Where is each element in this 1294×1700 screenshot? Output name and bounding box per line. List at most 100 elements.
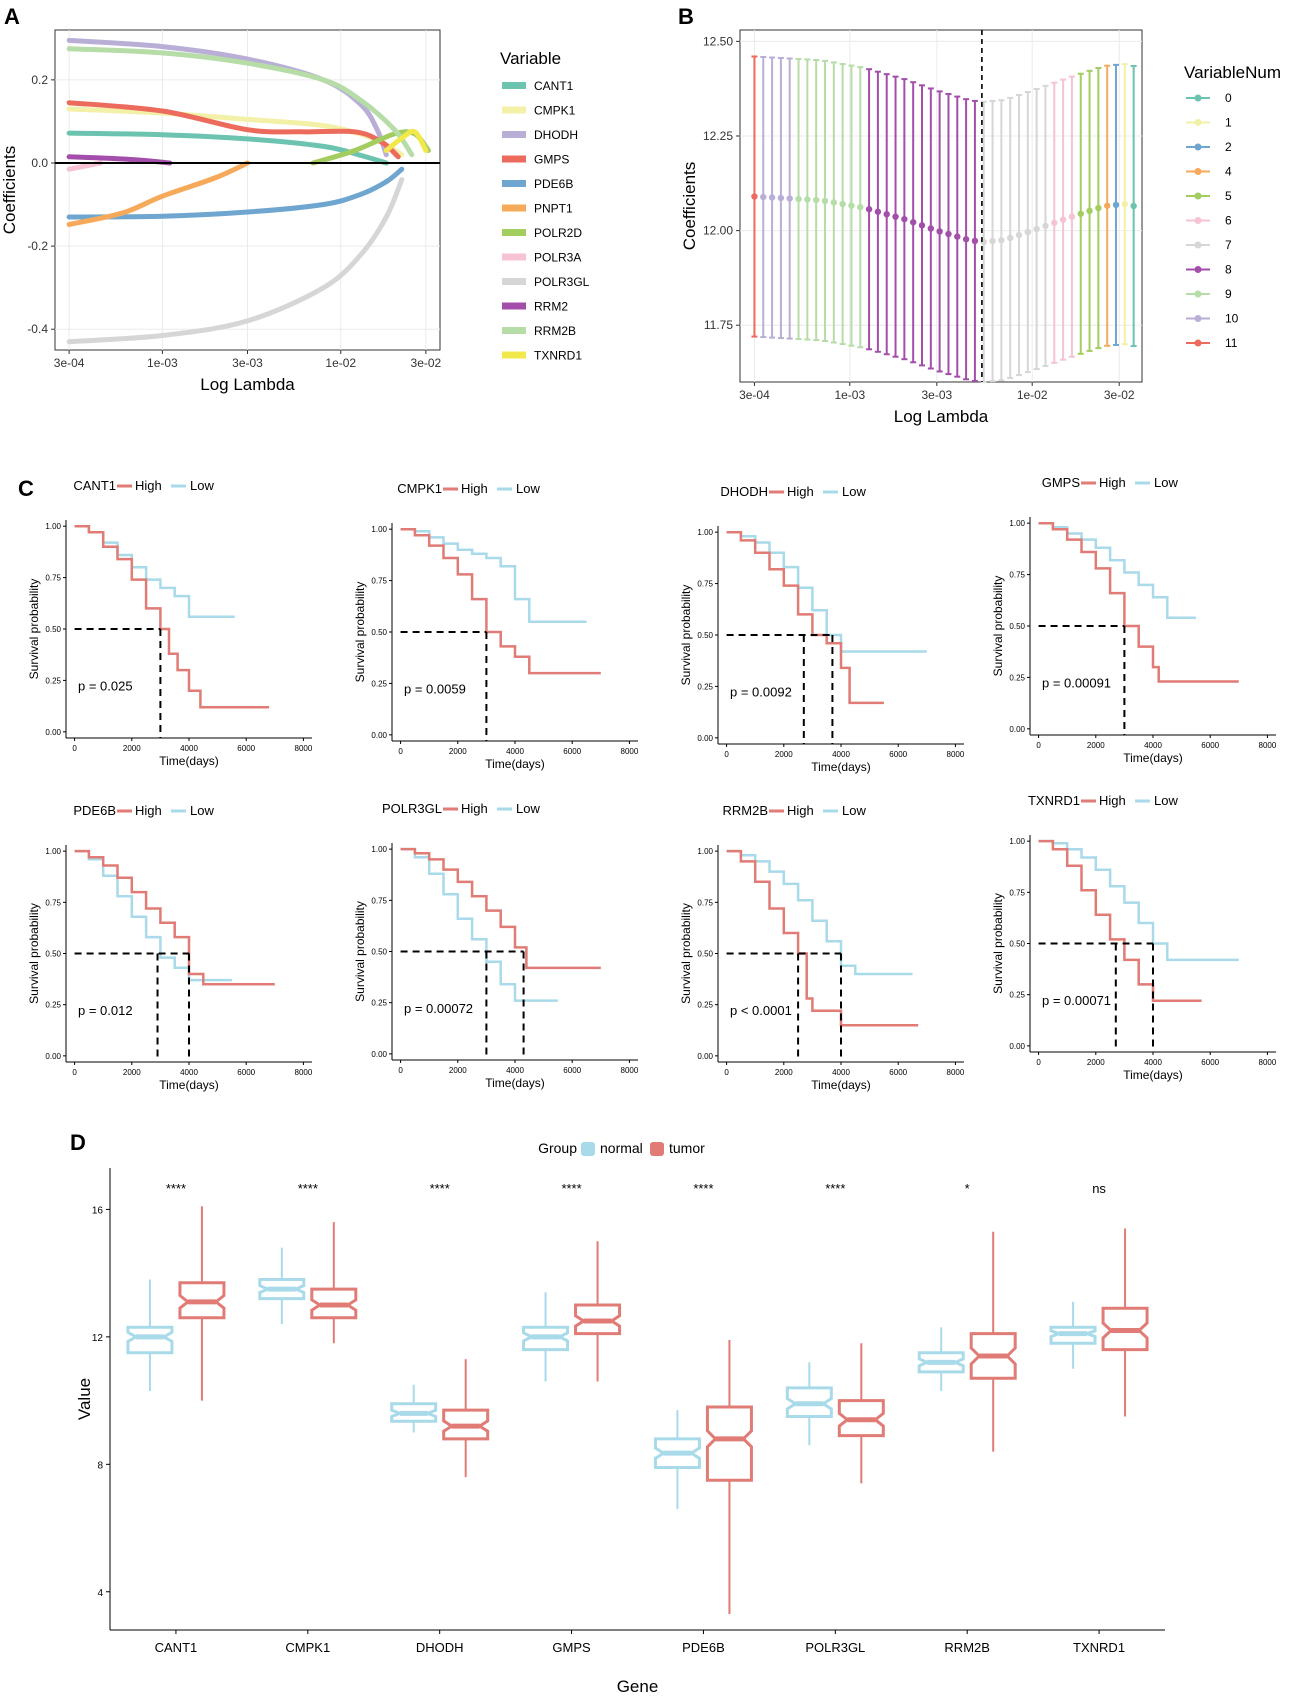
km-plot-cmpk1: 0 2000 4000 6000 8000 1.00 0.75 0.50 0.25 0.00 p =…	[353, 481, 639, 771]
km-plot-dhodh: 0 2000 4000 6000 8000 1.00 0.75 0.50 0.25 0.00 p =…	[679, 484, 965, 774]
y-tick-label: 0.75	[697, 580, 713, 589]
legend-label: 8	[1225, 263, 1232, 277]
legend-gene: CANT1	[73, 478, 116, 493]
x-tick-label: POLR3GL	[805, 1640, 865, 1655]
x-axis-label: Time(days)	[485, 757, 545, 771]
cv-mean-point	[865, 206, 873, 213]
cv-mean-point	[1033, 225, 1040, 233]
p-value: p = 0.012	[78, 1003, 133, 1018]
legend-label-high: High	[1099, 475, 1126, 490]
cv-mean-point	[1112, 201, 1120, 209]
coef-path-pnpt1	[66, 160, 250, 227]
cv-mean-point	[1077, 210, 1084, 217]
y-tick-label: 1.00	[697, 528, 713, 537]
legend-label: POLR3GL	[534, 275, 590, 289]
cv-mean-point	[874, 208, 882, 215]
y-tick-label: 0.00	[1009, 1042, 1025, 1051]
x-tick-label: 2000	[449, 747, 467, 756]
y-axis-label: Survival probability	[353, 901, 367, 1002]
x-tick-label: 4000	[1144, 1058, 1162, 1067]
legend-label: 10	[1225, 312, 1239, 326]
y-tick-label: 0.50	[1009, 940, 1025, 949]
x-axis-label: Time(days)	[485, 1076, 545, 1090]
legend-key-point	[1194, 290, 1202, 298]
cv-mean-point	[857, 203, 864, 211]
cv-mean-point	[812, 196, 820, 204]
y-tick-label: 0.50	[1009, 622, 1025, 631]
x-tick-label: 2000	[775, 1068, 793, 1077]
tumor-box	[705, 1405, 753, 1482]
y-tick-label: 0.75	[45, 574, 61, 583]
significance-label: ****	[298, 1181, 318, 1196]
x-tick-label: 4000	[180, 1068, 198, 1077]
survival-curve-high	[1038, 521, 1239, 683]
y-tick-label: 0.00	[371, 731, 387, 740]
cv-mean-point	[1059, 216, 1067, 223]
legend-key-normal	[581, 1142, 595, 1156]
box-group-txnrd1: TXNRD1 ns	[1049, 1181, 1149, 1655]
legend-label-low: Low	[842, 484, 866, 499]
x-tick-label: 8000	[621, 747, 639, 756]
y-axis-label: Survival probability	[679, 903, 693, 1004]
y-tick-label: 0.00	[45, 728, 61, 737]
legend-label: 0	[1225, 91, 1232, 105]
legend-label-low: Low	[1154, 793, 1178, 808]
y-tick-label: 0.25	[45, 676, 61, 685]
y-axis-label: Survival probability	[27, 903, 41, 1004]
survival-curve-high	[1038, 839, 1202, 1003]
survival-curve-low	[74, 849, 232, 982]
x-tick-label: 3e-02	[1104, 388, 1135, 402]
legend-label: RRM2B	[534, 324, 576, 338]
legend-key-pnpt1	[502, 204, 526, 212]
legend-key-tumor	[650, 1142, 664, 1156]
legend-label: POLR3A	[534, 251, 581, 265]
box-group-dhodh: DHODH ****	[390, 1181, 490, 1655]
x-tick-label: 2000	[449, 1066, 467, 1075]
panel-labels: A B C D	[4, 4, 694, 1155]
cv-mean-point	[1015, 231, 1023, 239]
legend-label: GMPS	[534, 153, 569, 167]
cv-mean-point	[795, 195, 802, 203]
x-tick-label: 2000	[775, 750, 793, 759]
legend-gene: POLR3GL	[382, 801, 442, 816]
p-value: p < 0.0001	[730, 1003, 792, 1018]
box-group-rrm2b: RRM2B *	[917, 1181, 1017, 1655]
x-tick-label: 3e-03	[232, 356, 263, 370]
cv-mean-point	[848, 202, 855, 209]
legend-label: CMPK1	[534, 104, 576, 118]
y-tick-label: 0.00	[697, 1052, 713, 1061]
cv-mean-point	[1068, 213, 1076, 220]
cv-mean-point	[1042, 222, 1049, 230]
x-tick-label: 6000	[1201, 741, 1219, 750]
panel-b-cross-validation: 3e-04 1e-03 3e-03 1e-02 3e-02 12.50 12.25 12.00…	[680, 29, 1281, 426]
legend-label: 6	[1225, 214, 1232, 228]
cv-mean-point	[1121, 201, 1129, 208]
y-tick-label: 8	[97, 1460, 103, 1471]
y-tick-label: 11.75	[704, 318, 733, 332]
x-tick-label: 0	[1036, 1058, 1041, 1067]
x-tick-label: 4000	[180, 744, 198, 753]
y-tick-label: 0.50	[371, 628, 387, 637]
legend-label: 5	[1225, 189, 1232, 203]
legend-label-high: High	[787, 803, 814, 818]
legend-key-point	[1194, 315, 1202, 322]
x-tick-label: 6000	[889, 1068, 907, 1077]
x-tick-label: 8000	[295, 744, 313, 753]
legend-label: TXNRD1	[534, 349, 582, 363]
legend-gene: GMPS	[1042, 475, 1081, 490]
legend-key-rrm2	[502, 302, 526, 310]
x-axis-label: Gene	[617, 1677, 659, 1696]
y-tick-label: -0.4	[27, 322, 48, 336]
y-tick-label: 1.00	[45, 522, 61, 531]
y-tick-label: 0.00	[697, 734, 713, 743]
x-tick-label: 6000	[237, 1068, 255, 1077]
x-tick-label: 8000	[295, 1068, 313, 1077]
y-tick-label: 0.75	[45, 898, 61, 907]
y-tick-label: 1.00	[1009, 837, 1025, 846]
cv-mean-point	[1086, 207, 1093, 215]
cv-mean-point	[777, 194, 785, 202]
coef-path-pde6b	[66, 166, 405, 220]
x-axis-label: Time(days)	[159, 754, 219, 768]
y-tick-label: 1.00	[371, 525, 387, 534]
